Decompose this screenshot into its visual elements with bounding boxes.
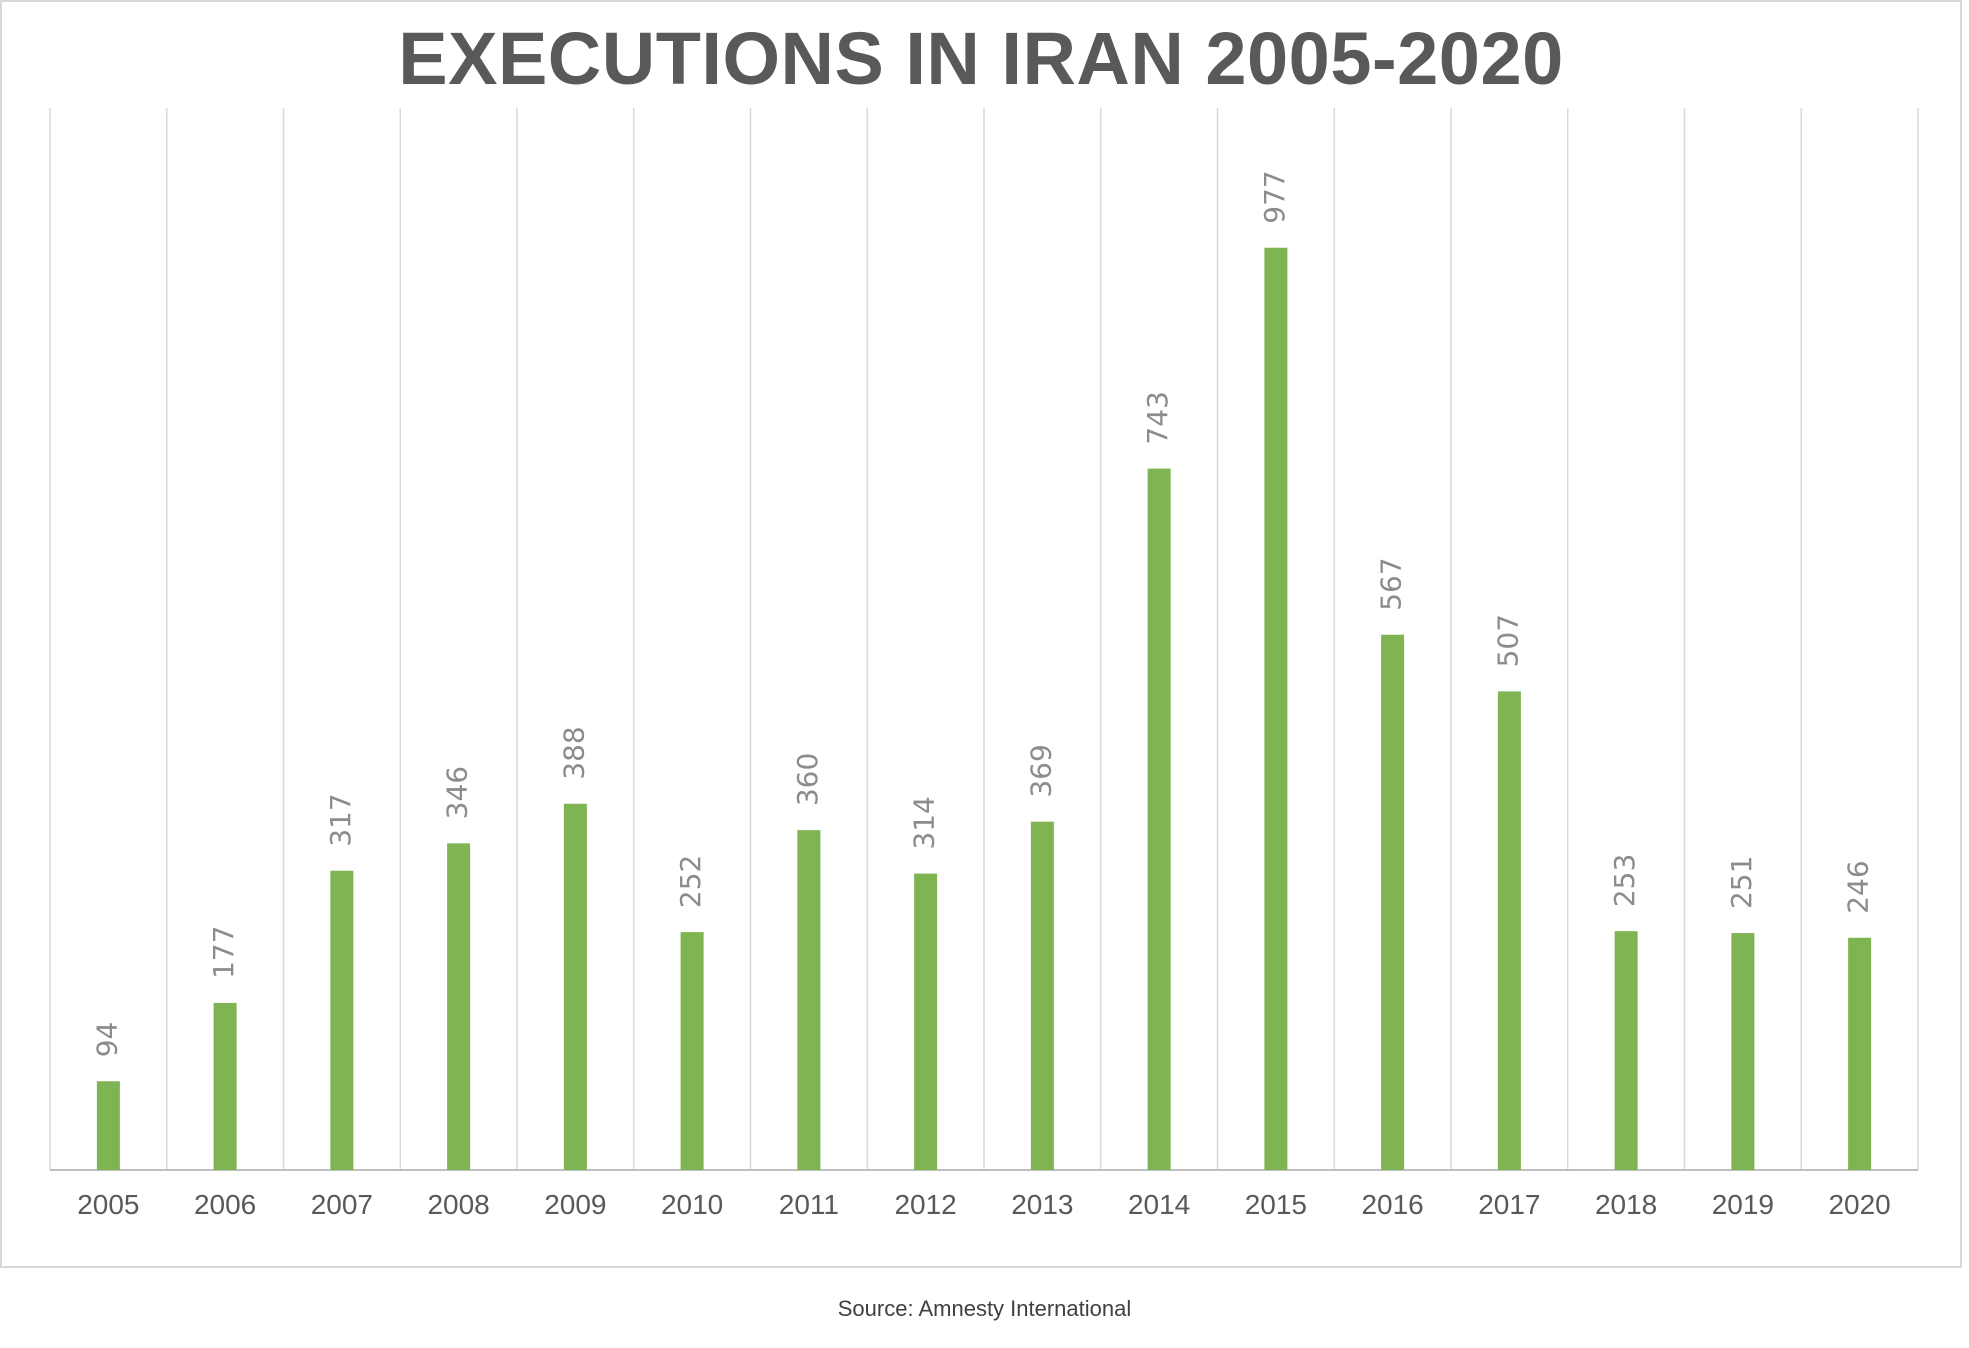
data-label-2016: 567 <box>1375 557 1408 610</box>
data-label-2006: 177 <box>207 925 240 978</box>
x-tick-label-2013: 2013 <box>1011 1189 1073 1220</box>
data-label-2011: 360 <box>791 753 824 806</box>
bar-2007 <box>330 870 354 1170</box>
bar-2005 <box>96 1081 120 1170</box>
bar-2009 <box>563 803 587 1170</box>
x-tick-label-2007: 2007 <box>311 1189 373 1220</box>
x-tick-label-2016: 2016 <box>1361 1189 1423 1220</box>
chart-title: EXECUTIONS IN IRAN 2005-2020 <box>398 17 1564 100</box>
data-label-2012: 314 <box>908 796 941 849</box>
data-label-2014: 743 <box>1141 391 1174 444</box>
bar-2012 <box>914 873 938 1170</box>
data-label-2019: 251 <box>1725 856 1758 909</box>
x-tick-label-2015: 2015 <box>1245 1189 1307 1220</box>
x-tick-label-2006: 2006 <box>194 1189 256 1220</box>
bar-2011 <box>797 830 821 1170</box>
bar-2014 <box>1147 468 1171 1170</box>
data-label-2020: 246 <box>1842 860 1875 913</box>
bar-2013 <box>1030 821 1054 1170</box>
x-tick-label-2019: 2019 <box>1712 1189 1774 1220</box>
data-label-2007: 317 <box>324 793 357 846</box>
x-tick-label-2011: 2011 <box>779 1189 839 1220</box>
data-label-2008: 346 <box>441 766 474 819</box>
data-label-2015: 977 <box>1258 170 1291 223</box>
bar-2018 <box>1614 931 1638 1170</box>
bar-2015 <box>1264 247 1288 1170</box>
bar-2010 <box>680 932 704 1170</box>
x-tick-label-2008: 2008 <box>427 1189 489 1220</box>
x-tick-label-2009: 2009 <box>544 1189 606 1220</box>
data-label-2018: 253 <box>1608 854 1641 907</box>
data-label-2017: 507 <box>1491 614 1524 667</box>
data-label-2009: 388 <box>557 726 590 779</box>
x-tick-label-2017: 2017 <box>1478 1189 1540 1220</box>
data-label-2010: 252 <box>674 855 707 908</box>
x-tick-label-2018: 2018 <box>1595 1189 1657 1220</box>
x-tick-label-2020: 2020 <box>1828 1189 1890 1220</box>
source-note: Source: Amnesty International <box>837 1296 1132 1321</box>
bar-2006 <box>213 1002 237 1170</box>
x-tick-label-2012: 2012 <box>894 1189 956 1220</box>
data-label-2005: 94 <box>90 1022 123 1058</box>
bar-2016 <box>1381 634 1405 1170</box>
bar-2017 <box>1497 691 1521 1170</box>
data-label-2013: 369 <box>1024 744 1057 797</box>
bar-2020 <box>1848 937 1872 1170</box>
x-tick-label-2014: 2014 <box>1128 1189 1190 1220</box>
bar-2019 <box>1731 933 1755 1170</box>
bar-2008 <box>447 843 471 1170</box>
x-tick-label-2010: 2010 <box>661 1189 723 1220</box>
x-tick-label-2005: 2005 <box>77 1189 139 1220</box>
